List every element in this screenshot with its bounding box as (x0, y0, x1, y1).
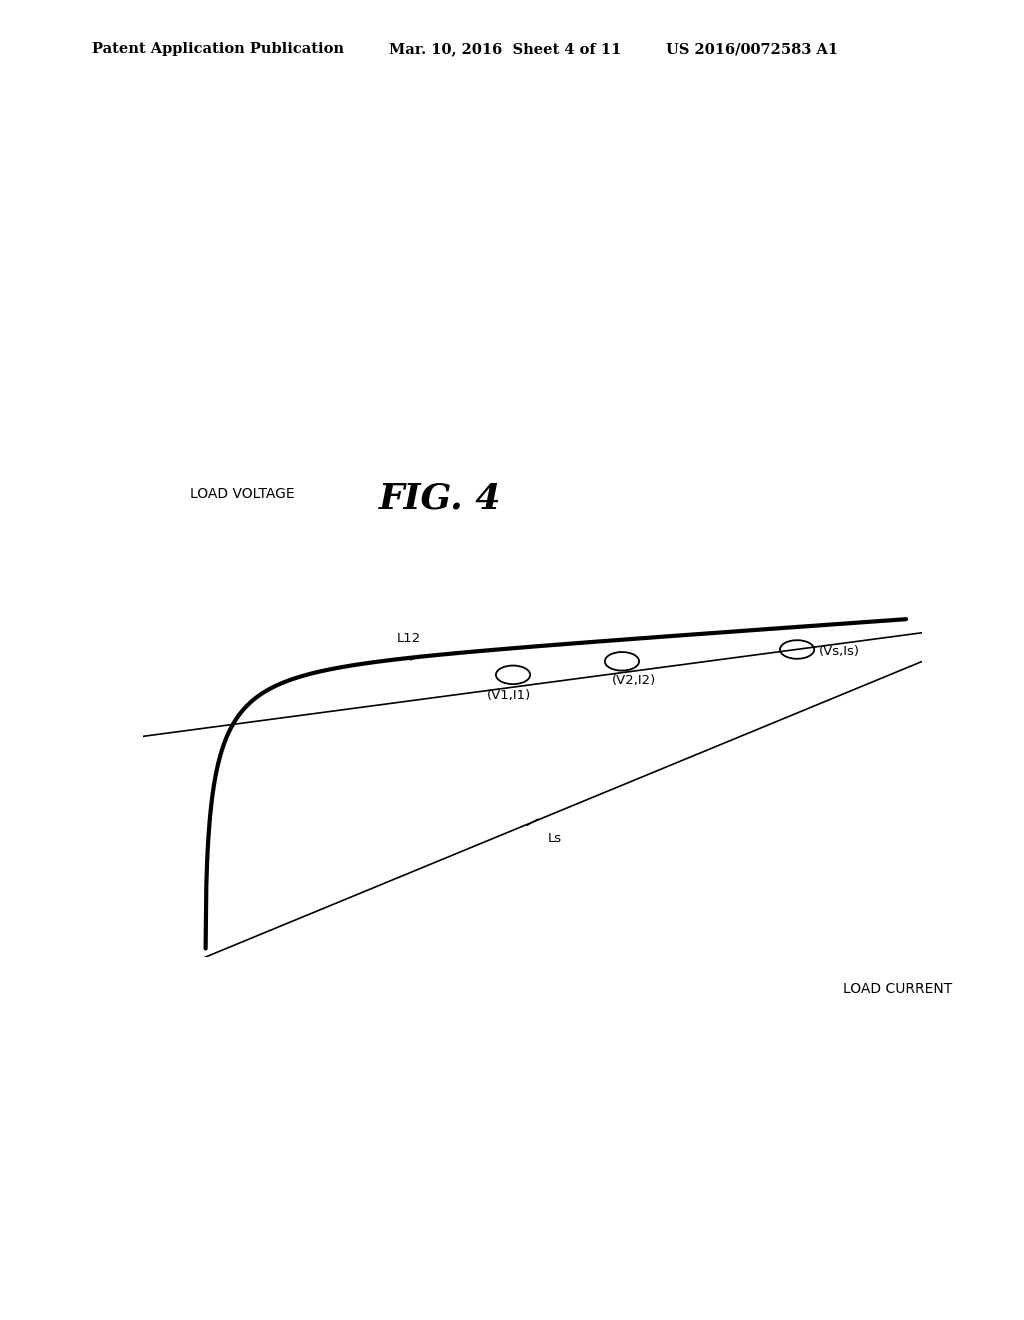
Text: (Vs,Is): (Vs,Is) (819, 645, 860, 659)
Text: (V1,I1): (V1,I1) (487, 689, 531, 702)
Text: LOAD VOLTAGE: LOAD VOLTAGE (190, 487, 295, 500)
Text: Ls: Ls (548, 833, 562, 845)
Text: (V2,I2): (V2,I2) (611, 675, 655, 686)
Text: FIG. 4: FIG. 4 (379, 482, 502, 516)
Text: L12: L12 (396, 632, 421, 645)
Text: Mar. 10, 2016  Sheet 4 of 11: Mar. 10, 2016 Sheet 4 of 11 (389, 42, 622, 57)
Text: LOAD CURRENT: LOAD CURRENT (844, 982, 952, 997)
Text: US 2016/0072583 A1: US 2016/0072583 A1 (666, 42, 838, 57)
Text: Patent Application Publication: Patent Application Publication (92, 42, 344, 57)
